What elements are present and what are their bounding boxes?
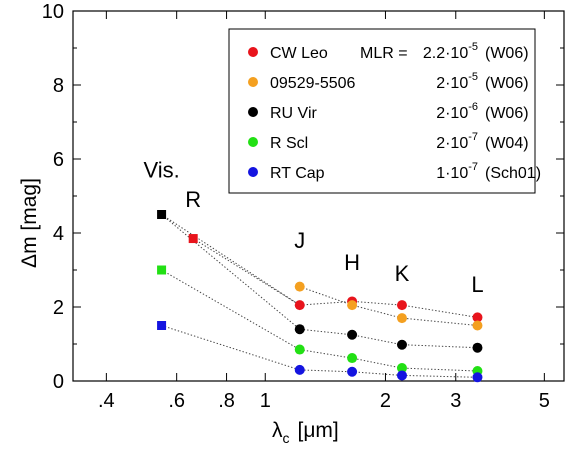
data-point: [347, 366, 358, 377]
x-tick-label: 5: [539, 390, 550, 412]
data-point: [396, 363, 407, 374]
y-tick-label: 2: [53, 297, 64, 319]
data-point: [396, 370, 407, 381]
legend-marker: [248, 107, 258, 117]
legend-mlr-exponent: -7: [468, 131, 478, 143]
x-axis-title-unit: [μm]: [298, 419, 339, 442]
legend-reference: (W04): [485, 135, 529, 152]
legend-mlr-mantissa: 1·10: [436, 165, 468, 182]
data-point: [347, 353, 358, 364]
y-tick-label: 0: [53, 371, 64, 393]
y-axis-title: Δm [mag]: [18, 178, 41, 268]
band-label: J: [294, 228, 305, 253]
x-tick-label: .8: [218, 390, 235, 412]
data-point: [294, 324, 305, 335]
data-point: [294, 344, 305, 355]
data-point: [472, 342, 483, 353]
data-point: [294, 364, 305, 375]
data-point-square: [157, 265, 167, 275]
data-point: [396, 313, 407, 324]
data-point-square: [157, 321, 167, 330]
legend-box: [228, 28, 536, 194]
series-lines: [161, 214, 478, 378]
x-tick-label: .6: [168, 390, 185, 412]
data-point: [472, 312, 483, 323]
y-tick-label: 6: [53, 149, 64, 171]
legend-mlr-prefix: MLR =: [360, 45, 408, 62]
data-point: [294, 281, 305, 292]
legend-label: 09529-5506: [270, 75, 356, 92]
series-line: [161, 325, 478, 378]
legend-label: CW Leo: [270, 45, 328, 62]
legend-mlr-value: 2·10-5: [436, 71, 478, 92]
legend-mlr-value: 1·10-7: [436, 161, 478, 182]
legend-label: RT Cap: [270, 165, 325, 182]
legend-marker: [248, 167, 258, 177]
legend-reference: (Sch01): [485, 165, 541, 182]
legend: CW Leo MLR = 2.2·10-5 (W06)09529-5506 2·10-…: [228, 28, 541, 194]
series-line: [299, 286, 478, 326]
legend-label: R Scl: [270, 135, 308, 152]
legend-reference: (W06): [485, 75, 529, 92]
x-axis-title-subscript: c: [283, 430, 290, 446]
data-point: [294, 300, 305, 311]
legend-reference: (W06): [485, 45, 529, 62]
band-label: H: [344, 250, 360, 275]
data-point: [347, 300, 358, 311]
band-label: K: [395, 261, 410, 286]
series-line: [192, 238, 478, 318]
data-point-square: [157, 210, 167, 219]
data-point: [347, 329, 358, 340]
band-label: L: [471, 272, 483, 297]
x-axis-title-symbol: λ: [272, 419, 283, 442]
x-tick-label: 1: [260, 390, 271, 412]
legend-mlr-mantissa: 2·10: [436, 105, 468, 122]
x-tick-label: .4: [98, 390, 115, 412]
legend-mlr-mantissa: 2.2·10: [423, 45, 468, 62]
connector-line: [161, 214, 301, 306]
legend-mlr-exponent: -5: [468, 71, 478, 83]
series-points: [157, 210, 483, 383]
legend-mlr-value: 2·10-6: [436, 101, 478, 122]
legend-reference: (W06): [485, 105, 529, 122]
y-tick-label: 8: [53, 75, 64, 97]
legend-mlr-value: 2.2·10-5: [423, 41, 478, 62]
legend-mlr-value: 2·10-7: [436, 131, 478, 152]
x-axis-title: λc [μm]: [272, 419, 339, 446]
legend-marker: [248, 77, 258, 87]
y-tick-label: 4: [53, 223, 64, 245]
legend-mlr-mantissa: 2·10: [436, 135, 468, 152]
data-point: [396, 339, 407, 350]
x-tick-label: 2: [380, 390, 391, 412]
band-label: Vis.: [143, 158, 179, 183]
legend-marker: [248, 137, 258, 147]
y-tick-label: 10: [42, 1, 64, 23]
legend-mlr-exponent: -7: [468, 161, 478, 173]
legend-mlr-mantissa: 2·10: [436, 75, 468, 92]
legend-label: RU Vir: [270, 105, 317, 122]
x-tick-label: 3: [450, 390, 461, 412]
data-point: [472, 372, 483, 383]
series-line: [161, 269, 478, 372]
axis-ticks: 0 2 4 6 8 10 .4 .6 .8 1 2 3 5: [42, 1, 564, 412]
band-labels: Vis.R J H K L: [143, 158, 483, 298]
data-point-square: [188, 234, 198, 244]
band-label: R: [185, 187, 201, 212]
legend-mlr-exponent: -5: [468, 41, 478, 53]
legend-marker: [248, 47, 258, 57]
series-line: [161, 214, 478, 349]
data-point: [396, 300, 407, 311]
legend-mlr-exponent: -6: [468, 101, 478, 113]
axis-titles: Δm [mag] λc [μm]: [18, 178, 339, 446]
data-point: [472, 320, 483, 331]
